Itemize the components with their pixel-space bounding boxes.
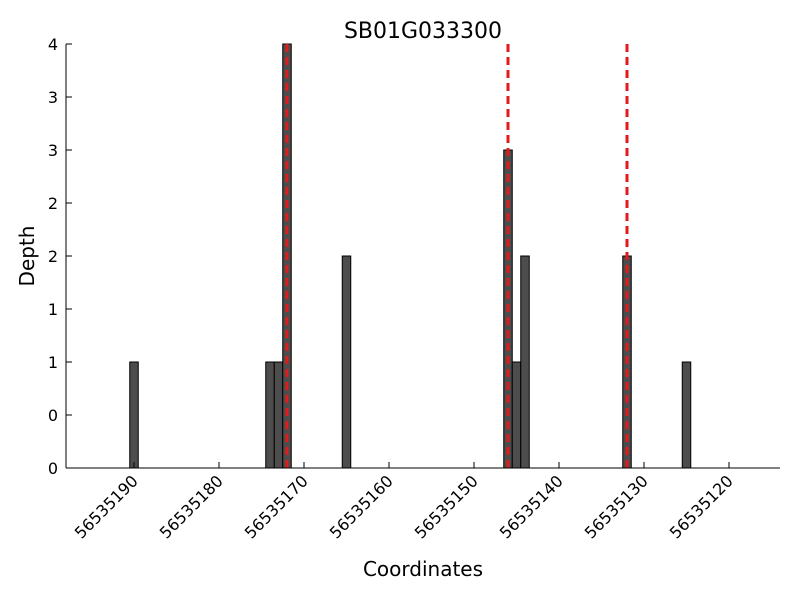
x-tick-label: 56535160 <box>326 471 397 542</box>
y-tick-label: 4 <box>48 35 58 54</box>
bar <box>520 255 530 469</box>
bar <box>273 361 284 469</box>
x-tick-label: 56535190 <box>71 471 142 542</box>
y-tick-label: 2 <box>48 247 58 266</box>
y-tick-label: 1 <box>48 300 58 319</box>
y-tick-label: 0 <box>48 406 58 425</box>
x-tick-label: 56535150 <box>411 471 482 542</box>
x-tick-label: 56535120 <box>666 471 737 542</box>
bar <box>265 361 275 469</box>
y-tick-label: 2 <box>48 194 58 213</box>
bar <box>511 361 522 469</box>
x-tick-label: 56535140 <box>496 471 567 542</box>
x-ticks-group: 56535190 56535180 56535170 56535160 56535150… <box>71 462 737 542</box>
x-tick-label: 56535170 <box>241 471 312 542</box>
chart-title: SB01G033300 <box>344 19 502 44</box>
y-axis-label: Depth <box>15 226 39 287</box>
y-tick-label: 0 <box>48 459 58 478</box>
x-tick-label: 56535130 <box>581 471 652 542</box>
y-ticks-group: 0 0 1 1 2 2 3 3 4 <box>48 35 72 478</box>
x-tick-label: 56535180 <box>156 471 227 542</box>
bars-group <box>129 43 692 469</box>
y-tick-label: 1 <box>48 353 58 372</box>
bar <box>681 361 692 469</box>
markers-group <box>285 44 629 468</box>
y-tick-label: 3 <box>48 88 58 107</box>
bar <box>341 255 352 469</box>
bar <box>129 361 139 469</box>
y-tick-label: 3 <box>48 141 58 160</box>
x-axis-label: Coordinates <box>363 557 483 581</box>
